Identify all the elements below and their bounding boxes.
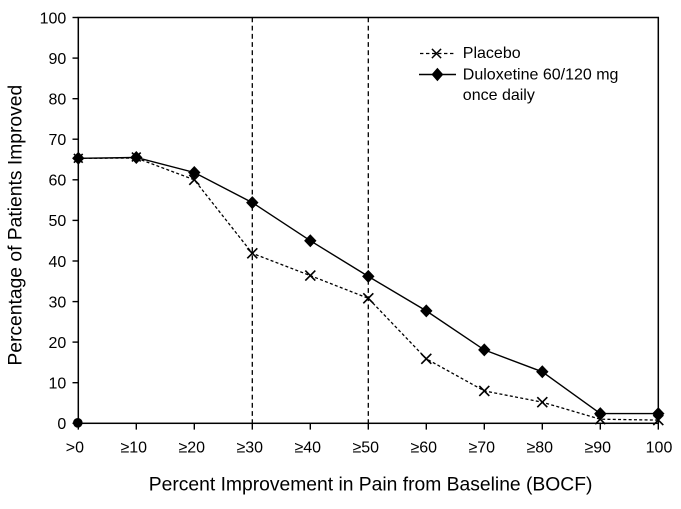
svg-text:≥70: ≥70	[469, 440, 496, 457]
svg-text:≥50: ≥50	[353, 440, 380, 457]
svg-text:≥30: ≥30	[237, 440, 264, 457]
svg-text:>0: >0	[66, 440, 84, 457]
svg-text:Duloxetine 60/120 mg: Duloxetine 60/120 mg	[463, 66, 619, 83]
svg-text:100: 100	[40, 10, 67, 27]
svg-text:≥10: ≥10	[121, 440, 148, 457]
svg-text:≥60: ≥60	[411, 440, 438, 457]
svg-text:0: 0	[57, 416, 66, 433]
svg-text:20: 20	[49, 335, 67, 352]
svg-text:100: 100	[646, 440, 673, 457]
svg-text:40: 40	[49, 254, 67, 271]
svg-text:≥90: ≥90	[585, 440, 612, 457]
svg-text:50: 50	[49, 213, 67, 230]
svg-text:≥40: ≥40	[295, 440, 322, 457]
svg-text:≥80: ≥80	[527, 440, 554, 457]
svg-text:80: 80	[49, 92, 67, 109]
svg-text:Percentage of Patients Improve: Percentage of Patients Improved	[6, 85, 27, 366]
svg-text:10: 10	[49, 376, 67, 393]
svg-text:Percent Improvement in Pain fr: Percent Improvement in Pain from Baselin…	[149, 475, 593, 496]
svg-text:70: 70	[49, 132, 67, 149]
svg-text:≥20: ≥20	[179, 440, 206, 457]
svg-text:once daily: once daily	[463, 87, 535, 104]
svg-text:30: 30	[49, 294, 67, 311]
svg-text:60: 60	[49, 173, 67, 190]
svg-text:Placebo: Placebo	[463, 45, 521, 62]
svg-text:90: 90	[49, 51, 67, 68]
